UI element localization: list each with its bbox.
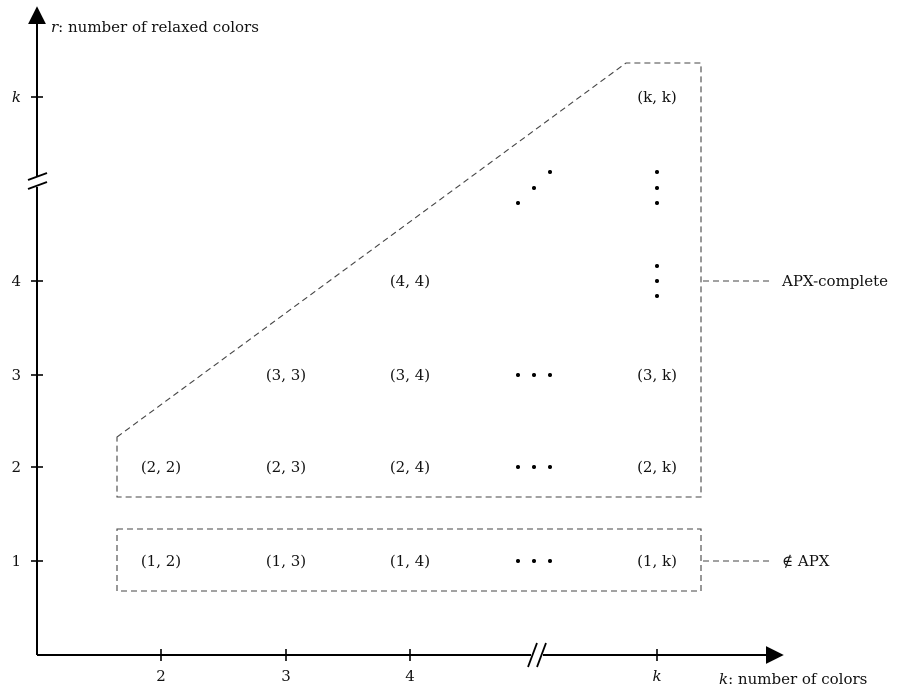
x-tick-label: 2 (156, 667, 166, 685)
x-axis-break-mark (536, 642, 547, 668)
vertical-ellipsis (655, 170, 659, 205)
cell-label: (3, 4) (390, 366, 430, 384)
y-tick-label: k (12, 88, 21, 106)
diagonal-ellipsis (516, 170, 552, 205)
cell-label: (k, k) (637, 88, 676, 106)
vertical-ellipsis (655, 264, 659, 298)
horizontal-ellipsis (516, 465, 552, 469)
horizontal-ellipsis (516, 559, 552, 563)
cell-label: (1, k) (637, 552, 677, 570)
x-axis-break-mark (527, 642, 538, 668)
horizontal-ellipsis (516, 373, 552, 377)
cell-label: (3, k) (637, 366, 677, 384)
x-tick-label: k (652, 667, 661, 685)
y-axis-break-mark (27, 172, 48, 181)
x-tick-label: 3 (281, 667, 291, 685)
y-axis-break-gap (29, 177, 45, 187)
cell-label: (2, 3) (266, 458, 306, 476)
not-apx-region (116, 528, 702, 592)
y-axis-title: r: number of relaxed colors (51, 18, 259, 36)
cell-label: (2, k) (637, 458, 677, 476)
y-tick-label: 4 (11, 272, 21, 290)
cell-label: (1, 4) (390, 552, 430, 570)
cell-label: (1, 3) (266, 552, 306, 570)
y-tick-label: 3 (11, 366, 21, 384)
y-axis-break-mark (27, 181, 48, 190)
apx-complete-label: APX-complete (781, 272, 888, 290)
cell-label: (1, 2) (141, 552, 181, 570)
y-tick-label: 1 (11, 552, 21, 570)
apx-complete-region (116, 62, 702, 498)
x-axis-title: k: number of colors (719, 670, 867, 688)
x-tick-label: 4 (405, 667, 415, 685)
cell-label: (2, 4) (390, 458, 430, 476)
cell-label: (3, 3) (266, 366, 306, 384)
y-tick-label: 2 (11, 458, 21, 476)
not-apx-label: ∉ APX (782, 552, 830, 570)
cell-label: (4, 4) (390, 272, 430, 290)
cell-label: (2, 2) (141, 458, 181, 476)
